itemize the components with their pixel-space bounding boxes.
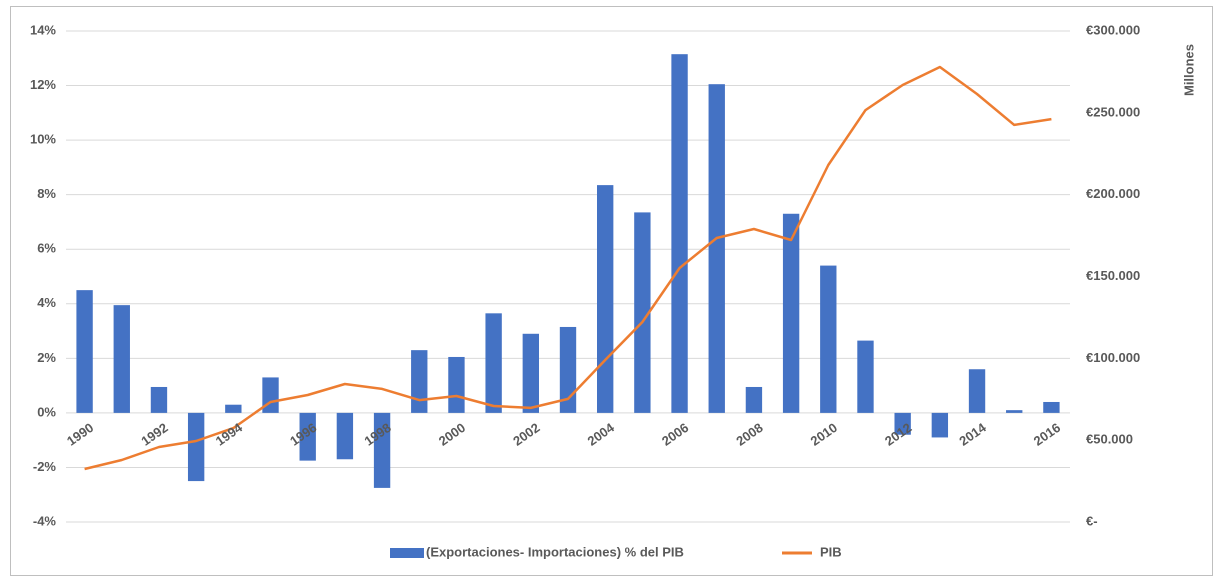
bar xyxy=(76,290,93,413)
y-tick-label: 10% xyxy=(30,132,56,147)
y-tick-label: 4% xyxy=(37,295,56,310)
y-tick-label: 2% xyxy=(37,350,56,365)
bar xyxy=(634,212,651,413)
line xyxy=(84,65,1052,471)
bar xyxy=(373,412,391,488)
bar xyxy=(782,213,800,413)
bar xyxy=(597,185,614,413)
y2-tick-label: €250.000 xyxy=(1086,104,1140,119)
legend-label: PIB xyxy=(820,544,842,559)
legend-label: (Exportaciones- Importaciones) % del PIB xyxy=(426,544,684,559)
y2-tick-label: €100.000 xyxy=(1086,350,1140,365)
y-tick-label: 14% xyxy=(30,22,56,37)
bar xyxy=(1006,410,1023,413)
y-tick-label: -4% xyxy=(33,513,57,528)
y-tick-label: 6% xyxy=(37,241,56,256)
y2-axis-label: Millones xyxy=(1181,44,1196,96)
bar xyxy=(671,54,688,413)
bar xyxy=(336,412,354,460)
legend-swatch xyxy=(390,548,424,558)
bar xyxy=(931,412,949,438)
bar xyxy=(187,412,205,482)
y2-tick-label: €- xyxy=(1086,513,1098,528)
bar xyxy=(262,377,279,413)
bar xyxy=(559,326,577,413)
y2-tick-label: €300.000 xyxy=(1086,22,1140,37)
bar xyxy=(299,412,316,461)
y-tick-label: 12% xyxy=(30,77,56,92)
y2-tick-label: €50.000 xyxy=(1086,432,1133,447)
bar xyxy=(968,369,986,413)
y-tick-label: -2% xyxy=(33,459,57,474)
y-tick-label: 0% xyxy=(37,404,56,419)
bar xyxy=(857,340,874,413)
bar xyxy=(150,386,168,413)
bar xyxy=(522,333,539,413)
bar xyxy=(745,386,763,413)
y2-tick-label: €150.000 xyxy=(1086,268,1140,283)
y2-tick-label: €200.000 xyxy=(1086,186,1140,201)
y-tick-label: 8% xyxy=(37,186,56,201)
bar xyxy=(485,313,502,413)
bar xyxy=(708,84,725,413)
bar xyxy=(820,265,837,413)
bar xyxy=(1043,401,1060,413)
bar xyxy=(448,356,465,413)
bar xyxy=(411,350,428,413)
bar xyxy=(894,412,911,435)
bar xyxy=(225,404,242,413)
bar xyxy=(113,305,130,413)
